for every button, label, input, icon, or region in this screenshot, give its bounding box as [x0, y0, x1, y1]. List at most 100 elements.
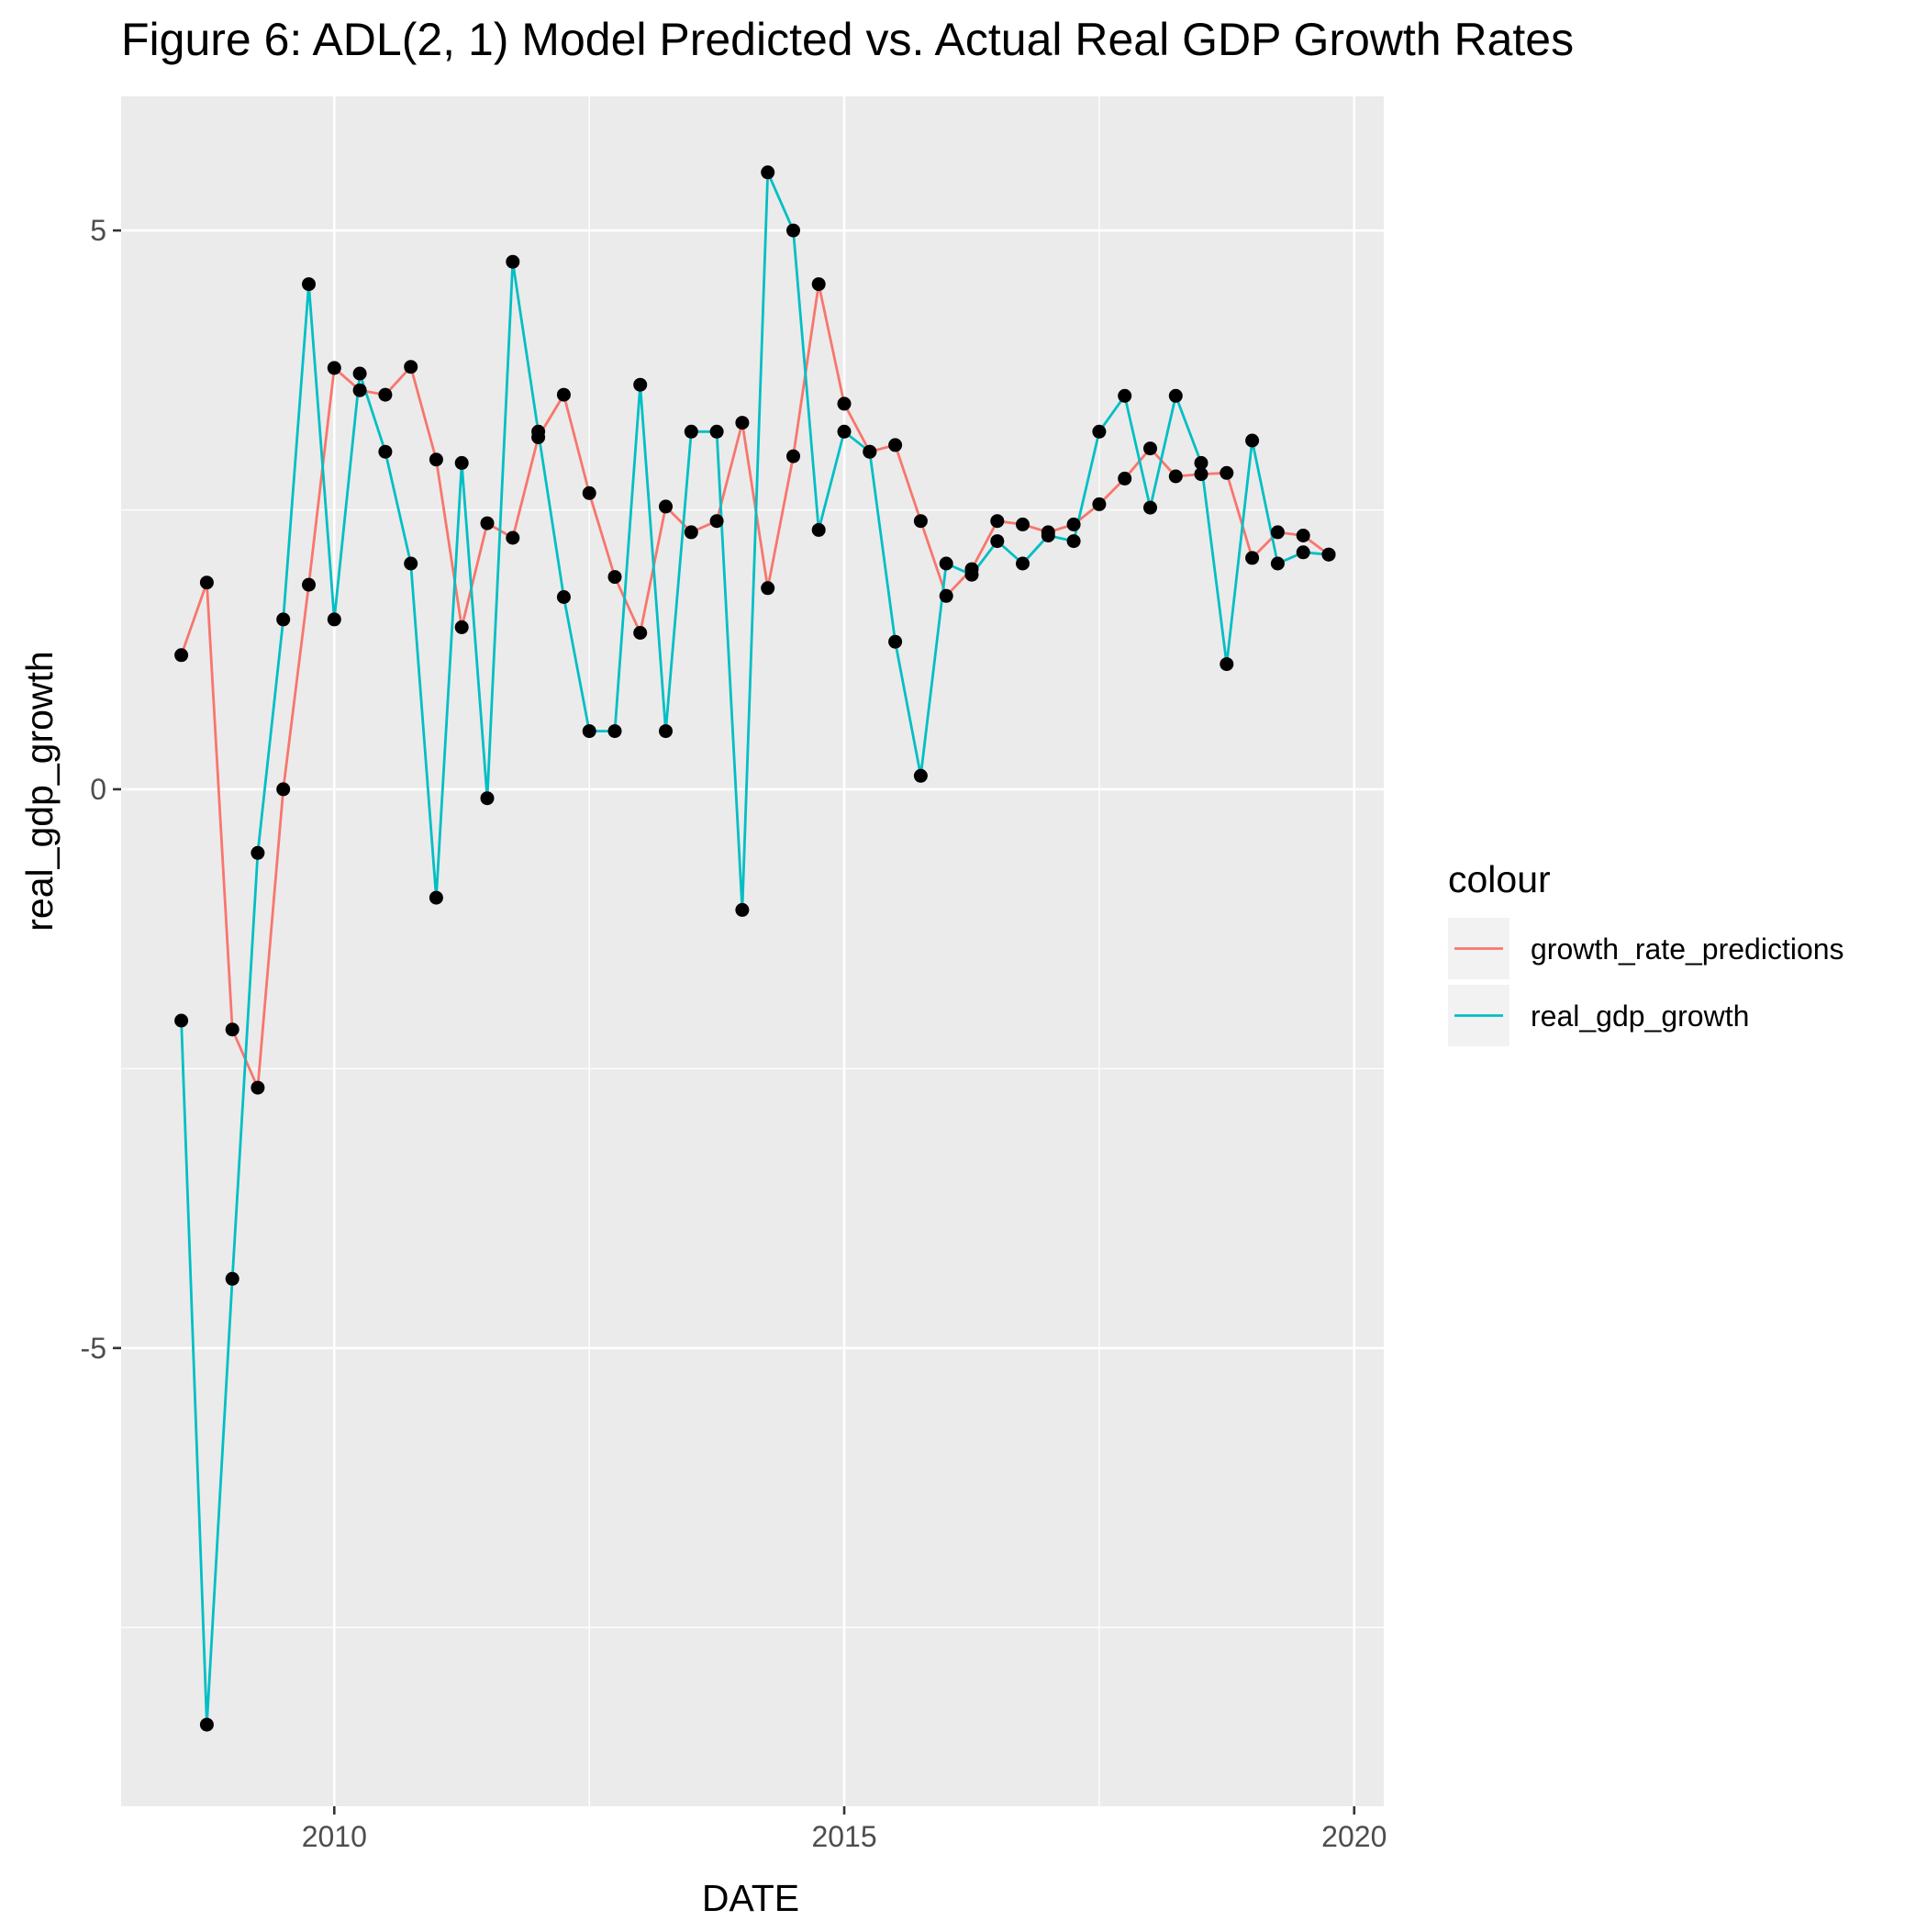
data-point-real-gdp-growth [761, 165, 775, 180]
data-points [174, 165, 1336, 1732]
data-point-growth-rate-predictions [225, 1022, 239, 1037]
panel-background [121, 96, 1384, 1806]
data-point-real-gdp-growth [327, 612, 341, 627]
series-line-real-gdp-growth [180, 171, 1330, 1726]
data-point-growth-rate-predictions [276, 782, 291, 797]
data-point-growth-rate-predictions [327, 361, 341, 375]
data-point-growth-rate-predictions [684, 525, 698, 540]
x-tick-label: 2020 [1321, 1820, 1387, 1853]
data-point-growth-rate-predictions [913, 514, 928, 529]
chart-title: Figure 6: ADL(2, 1) Model Predicted vs. … [121, 14, 1574, 65]
data-point-growth-rate-predictions [1066, 517, 1081, 531]
data-point-growth-rate-predictions [939, 588, 953, 603]
data-point-growth-rate-predictions [1143, 441, 1157, 456]
data-point-growth-rate-predictions [352, 383, 367, 397]
data-point-real-gdp-growth [352, 366, 367, 381]
data-point-real-gdp-growth [1194, 455, 1209, 470]
series-lines [180, 171, 1330, 1726]
data-point-real-gdp-growth [1270, 556, 1285, 571]
data-point-growth-rate-predictions [633, 626, 648, 640]
data-point-growth-rate-predictions [1220, 465, 1234, 480]
data-point-growth-rate-predictions [659, 499, 673, 514]
data-point-real-gdp-growth [964, 567, 979, 582]
data-point-real-gdp-growth [1016, 556, 1030, 571]
data-point-growth-rate-predictions [1118, 471, 1132, 486]
legend-entry-label: growth_rate_predictions [1531, 932, 1844, 966]
data-point-real-gdp-growth [939, 556, 953, 571]
legend-title: colour [1448, 858, 1551, 900]
data-point-real-gdp-growth [1118, 388, 1132, 403]
data-point-real-gdp-growth [454, 455, 469, 470]
data-point-real-gdp-growth [684, 424, 698, 439]
data-point-real-gdp-growth [276, 612, 291, 627]
data-point-growth-rate-predictions [174, 648, 189, 663]
data-point-growth-rate-predictions [990, 514, 1005, 529]
data-point-growth-rate-predictions [1168, 469, 1183, 484]
data-point-growth-rate-predictions [888, 438, 903, 452]
data-point-real-gdp-growth [506, 254, 520, 269]
data-point-growth-rate-predictions [556, 387, 571, 402]
data-point-real-gdp-growth [582, 724, 596, 739]
data-point-growth-rate-predictions [429, 452, 443, 467]
axes: 2010 2015 2020 -5 0 5 [81, 214, 1387, 1853]
data-point-growth-rate-predictions [404, 360, 418, 374]
data-point-real-gdp-growth [378, 444, 393, 459]
data-point-growth-rate-predictions [251, 1080, 265, 1095]
data-point-real-gdp-growth [1143, 500, 1157, 515]
data-point-growth-rate-predictions [1245, 551, 1260, 565]
data-point-growth-rate-predictions [709, 514, 724, 529]
data-point-growth-rate-predictions [786, 449, 800, 463]
data-point-real-gdp-growth [404, 556, 418, 571]
data-point-real-gdp-growth [225, 1271, 239, 1286]
data-point-growth-rate-predictions [735, 416, 750, 430]
data-point-real-gdp-growth [1321, 547, 1336, 562]
y-tick-label: 5 [90, 214, 106, 247]
data-point-real-gdp-growth [199, 1717, 214, 1732]
data-point-real-gdp-growth [1092, 424, 1107, 439]
data-point-real-gdp-growth [480, 791, 495, 806]
data-point-real-gdp-growth [1245, 433, 1260, 448]
y-tick-label: 0 [90, 773, 106, 806]
data-point-growth-rate-predictions [811, 277, 826, 292]
plot-panel [121, 96, 1384, 1806]
data-point-real-gdp-growth [607, 724, 622, 739]
grid-lines [121, 96, 1384, 1806]
data-point-real-gdp-growth [531, 424, 546, 439]
data-point-real-gdp-growth [1296, 545, 1310, 560]
data-point-real-gdp-growth [863, 444, 877, 459]
legend-entry-label: real_gdp_growth [1531, 1000, 1749, 1033]
data-point-real-gdp-growth [1168, 388, 1183, 403]
data-point-real-gdp-growth [1041, 529, 1055, 542]
x-tick-label: 2010 [302, 1820, 367, 1853]
data-point-growth-rate-predictions [506, 530, 520, 545]
data-point-growth-rate-predictions [1296, 529, 1310, 542]
data-point-growth-rate-predictions [302, 577, 316, 592]
data-point-real-gdp-growth [990, 534, 1005, 549]
data-point-growth-rate-predictions [1194, 467, 1209, 482]
y-tick-label: -5 [81, 1332, 106, 1365]
data-point-growth-rate-predictions [607, 570, 622, 585]
data-point-real-gdp-growth [1066, 534, 1081, 549]
data-point-growth-rate-predictions [837, 396, 852, 411]
data-point-real-gdp-growth [251, 845, 265, 860]
data-point-real-gdp-growth [888, 634, 903, 649]
data-point-real-gdp-growth [556, 590, 571, 604]
data-point-real-gdp-growth [786, 223, 800, 238]
data-point-real-gdp-growth [174, 1013, 189, 1028]
x-tick-label: 2015 [811, 1820, 876, 1853]
data-point-real-gdp-growth [811, 522, 826, 537]
data-point-real-gdp-growth [633, 377, 648, 392]
x-axis-label: DATE [702, 1877, 799, 1919]
data-point-growth-rate-predictions [1092, 497, 1107, 511]
data-point-growth-rate-predictions [480, 516, 495, 530]
data-point-real-gdp-growth [659, 724, 673, 739]
data-point-growth-rate-predictions [199, 575, 214, 590]
y-axis-label: real_gdp_growth [18, 651, 61, 931]
data-point-growth-rate-predictions [761, 581, 775, 596]
data-point-real-gdp-growth [709, 424, 724, 439]
data-point-real-gdp-growth [735, 902, 750, 917]
legend: colour growth_rate_predictions real_gdp_g… [1448, 858, 1844, 1046]
data-point-growth-rate-predictions [378, 387, 393, 402]
